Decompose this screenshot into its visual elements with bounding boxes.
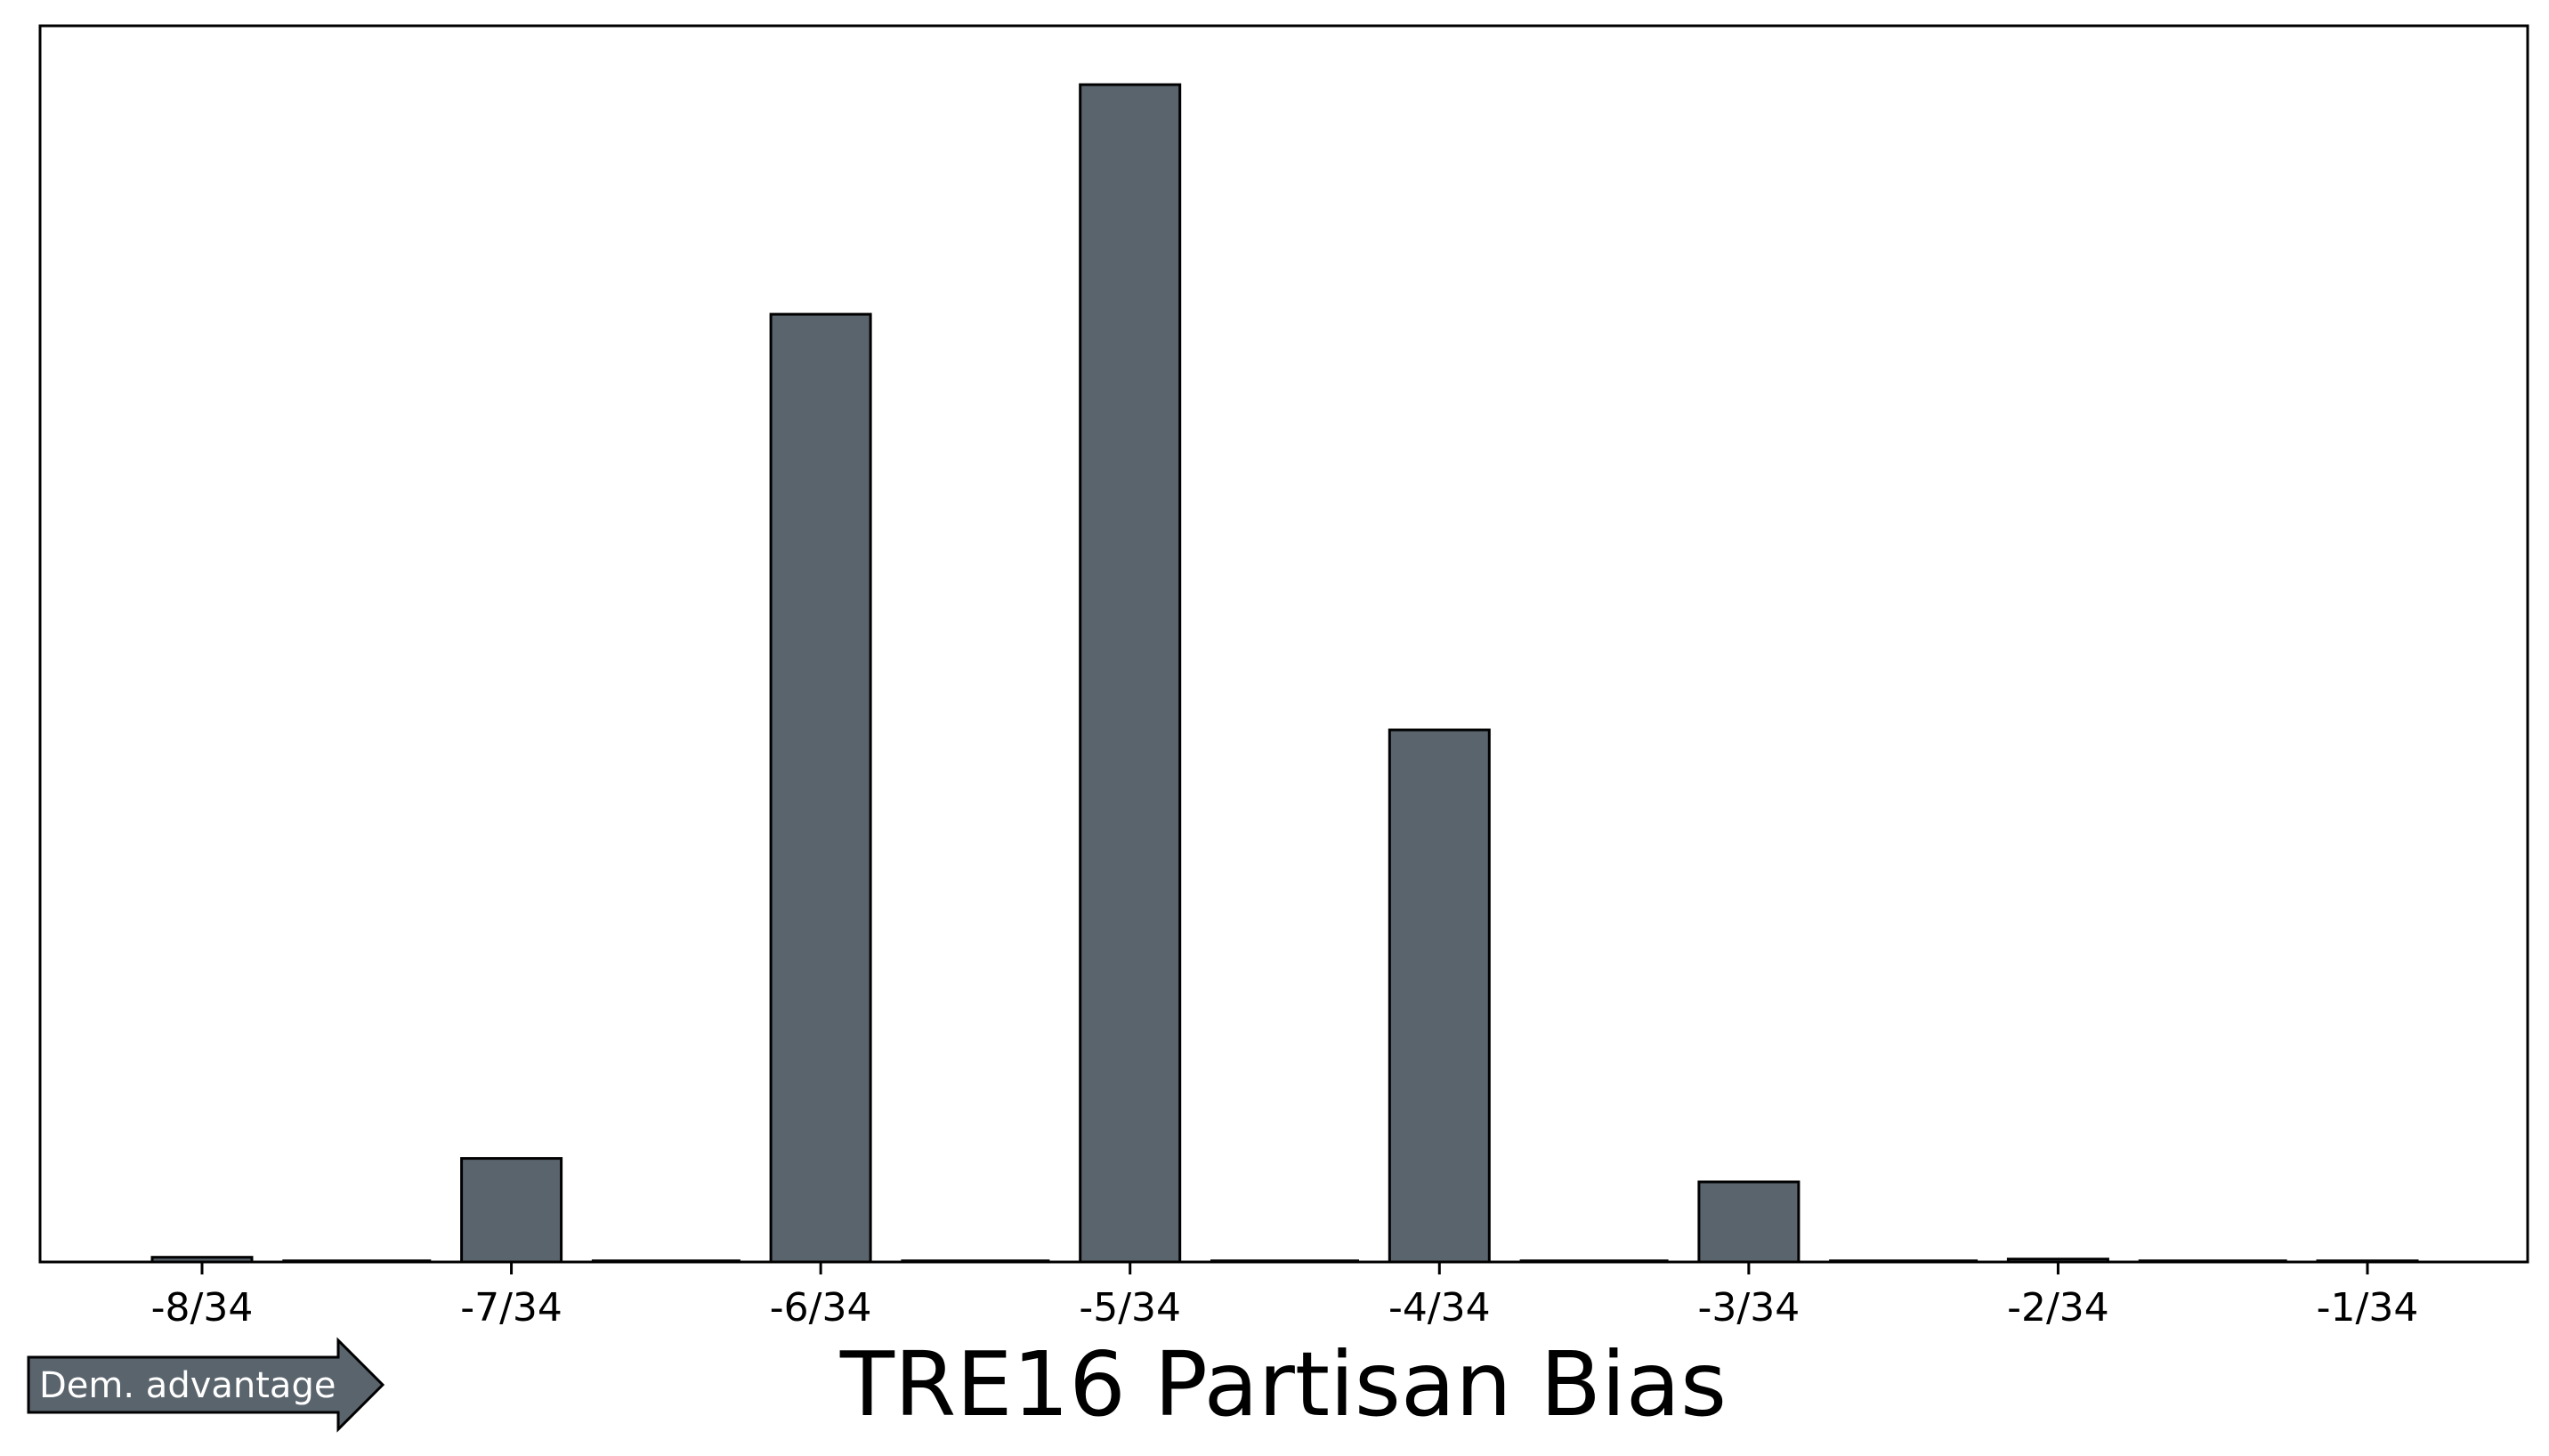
bar <box>1697 1180 1800 1264</box>
x-tick-label: -7/34 <box>460 1285 562 1331</box>
bar <box>769 312 872 1264</box>
chart-title: TRE16 Partisan Bias <box>839 1332 1727 1436</box>
x-ticks-group: -8/34 -7/34 -6/34 -5/34 -4/34 -3/34 -2/34 -1/34 <box>151 1262 2419 1331</box>
x-tick-label: -2/34 <box>2007 1285 2109 1331</box>
bar <box>460 1157 563 1264</box>
x-tick-label: -6/34 <box>770 1285 872 1331</box>
arrow-icon <box>27 1337 385 1433</box>
plot-frame <box>38 24 2529 1264</box>
x-tick-label: -8/34 <box>151 1285 254 1331</box>
bar <box>1388 728 1491 1264</box>
bar <box>1079 83 1182 1264</box>
x-tick-label: -4/34 <box>1388 1285 1491 1331</box>
bars-group <box>150 83 2419 1264</box>
x-tick-label: -3/34 <box>1698 1285 1800 1331</box>
x-tick-label: -5/34 <box>1079 1285 1181 1331</box>
arrow-label: Dem. advantage <box>39 1365 336 1406</box>
x-tick-label: -1/34 <box>2317 1285 2419 1331</box>
dem-advantage-arrow: Dem. advantage <box>27 1337 385 1433</box>
